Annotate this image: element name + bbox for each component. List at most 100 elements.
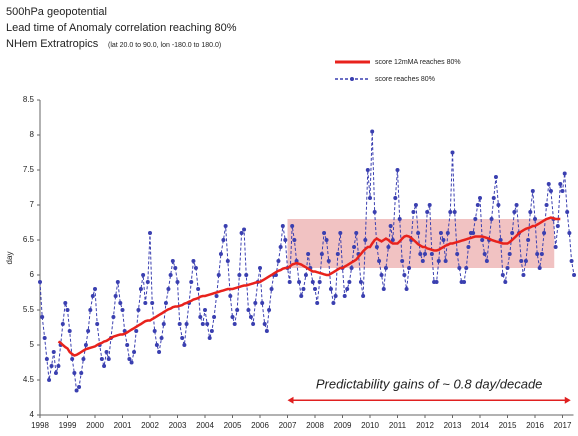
point (464, 266, 469, 270)
point (83, 343, 88, 347)
point (67, 329, 72, 333)
point (232, 322, 237, 326)
point (60, 322, 65, 326)
x-tick-label: 2012 (416, 421, 434, 430)
y-tick-label: 8 (30, 130, 35, 139)
point (436, 259, 441, 263)
x-tick-label: 2008 (306, 421, 324, 430)
point (157, 350, 162, 354)
point (182, 343, 187, 347)
point (445, 231, 450, 235)
point (450, 150, 455, 155)
point (363, 238, 368, 242)
point (500, 273, 505, 277)
point (260, 301, 265, 305)
point (51, 350, 56, 354)
point (388, 224, 393, 228)
point (44, 357, 49, 361)
point (65, 308, 70, 312)
point (523, 259, 528, 263)
region: NHem Extratropics (6, 38, 99, 50)
x-tick-label: 2010 (361, 421, 379, 430)
point (542, 231, 547, 235)
y-tick-label: 6 (30, 270, 35, 279)
point (150, 301, 155, 305)
point (478, 196, 482, 200)
point (493, 175, 498, 179)
point (484, 259, 489, 263)
x-tick-label: 2001 (114, 421, 132, 430)
point (267, 308, 272, 312)
point (411, 210, 416, 214)
point (319, 252, 324, 256)
x-tick-label: 2000 (86, 421, 104, 430)
point (63, 301, 68, 305)
point (299, 294, 304, 298)
x-tick-label: 2007 (279, 421, 297, 430)
point (361, 294, 366, 298)
point (429, 252, 434, 256)
y-tick-label: 6.5 (23, 235, 35, 244)
arrow-head (564, 396, 571, 404)
point (512, 210, 517, 214)
point (276, 259, 281, 263)
point (347, 280, 352, 284)
x-tick-label: 1998 (31, 421, 49, 430)
point (168, 273, 173, 277)
point (125, 343, 130, 347)
point (290, 224, 295, 228)
point (209, 329, 214, 333)
point (313, 287, 317, 291)
point (383, 266, 388, 270)
point (482, 252, 487, 256)
point (127, 357, 132, 361)
point (420, 259, 425, 263)
point (397, 217, 402, 221)
point (427, 203, 432, 207)
point (287, 280, 292, 284)
x-tick-label: 2002 (141, 421, 159, 430)
point (141, 273, 146, 277)
point (379, 273, 384, 277)
point (402, 273, 407, 277)
point (132, 350, 137, 354)
point (505, 266, 510, 270)
point (400, 259, 405, 263)
point (198, 315, 203, 319)
point (216, 273, 221, 277)
y-axis-label: day (5, 252, 14, 265)
point (297, 280, 302, 284)
point (489, 217, 494, 221)
point (569, 259, 574, 263)
point (163, 301, 168, 305)
point (395, 168, 400, 172)
point (136, 308, 141, 312)
point (180, 336, 185, 340)
point (441, 238, 446, 242)
point (537, 266, 542, 270)
point (473, 217, 478, 221)
point (166, 287, 171, 291)
point (448, 210, 453, 214)
point (161, 322, 166, 326)
point (572, 273, 577, 277)
point (475, 203, 480, 207)
point (530, 189, 535, 193)
point (40, 315, 45, 319)
point (423, 252, 427, 256)
point (177, 322, 182, 326)
point (338, 231, 343, 235)
point (173, 266, 178, 270)
point (235, 308, 240, 312)
x-tick-label: 2003 (169, 421, 187, 430)
point (244, 273, 249, 277)
point (77, 385, 82, 389)
point (510, 231, 515, 235)
point (218, 252, 223, 256)
point (528, 210, 533, 214)
point (102, 364, 107, 368)
point (335, 252, 340, 256)
point (390, 238, 395, 242)
annotation-text: Predictability gains of ~ 0.8 day/decade (316, 377, 543, 392)
